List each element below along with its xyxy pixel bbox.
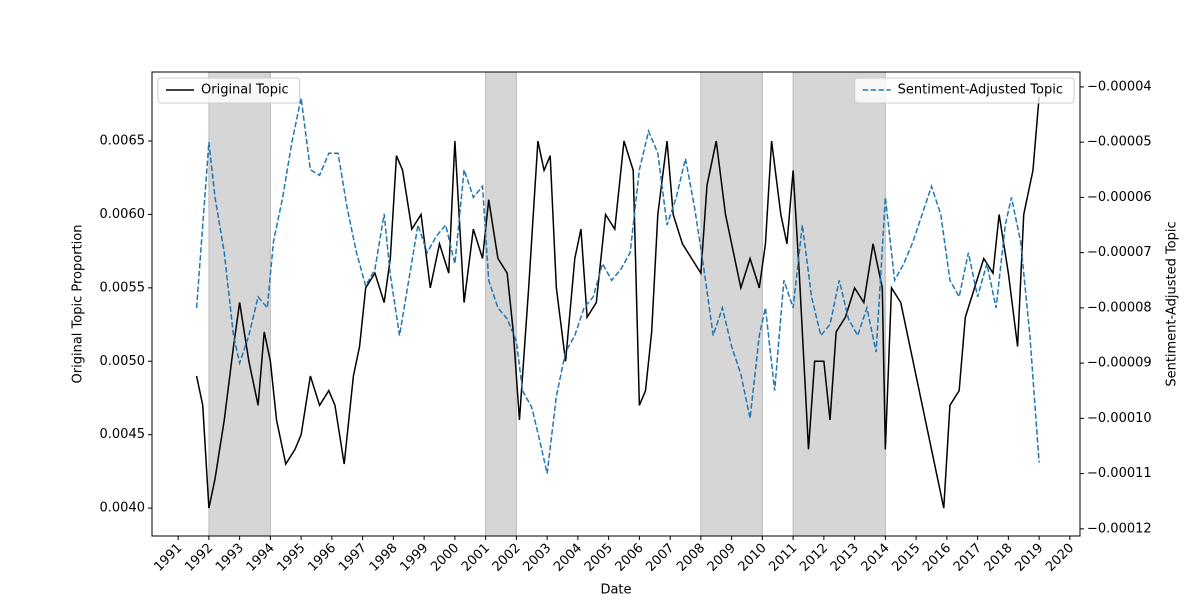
y-tick-label: 0.0060 <box>100 207 146 222</box>
x-tick-label: 1997 <box>336 541 370 575</box>
x-tick-label: 2012 <box>797 541 831 575</box>
y2-tick-label: −0.00011 <box>1087 466 1152 481</box>
x-tick-label: 2013 <box>828 541 862 575</box>
legend: Sentiment-Adjusted Topic <box>854 77 1075 104</box>
y-axis-label: Original Topic Proportion <box>71 225 86 384</box>
x-tick-label: 1994 <box>244 541 278 575</box>
shaded-period <box>700 71 763 537</box>
legend-label: Sentiment-Adjusted Topic <box>898 83 1063 98</box>
x-tick-label: 2008 <box>674 541 708 575</box>
y2-tick-label: −0.00009 <box>1087 356 1152 371</box>
x-tick-label: 2018 <box>982 541 1016 575</box>
x-tick-label: 2000 <box>428 541 462 575</box>
y2-tick-label: −0.00005 <box>1087 135 1152 150</box>
x-tick-label: 1993 <box>213 541 247 575</box>
x-tick-label: 2015 <box>889 541 923 575</box>
x-tick-label: 1992 <box>182 541 216 575</box>
y-tick-label: 0.0040 <box>100 501 146 516</box>
x-tick-label: 2009 <box>705 541 739 575</box>
legend: Original Topic <box>157 77 301 104</box>
y-tick-label: 0.0050 <box>100 354 146 369</box>
shaded-period <box>485 71 517 537</box>
x-tick-label: 2014 <box>859 541 893 575</box>
x-tick-label: 1995 <box>274 541 308 575</box>
x-tick-label: 1991 <box>151 541 185 575</box>
series-line <box>195 97 1040 474</box>
y2-tick-label: −0.00004 <box>1087 79 1152 94</box>
x-tick-label: 2019 <box>1012 541 1046 575</box>
y2-tick-label: −0.00007 <box>1087 245 1152 260</box>
legend-box <box>157 77 301 104</box>
x-tick-label: 2002 <box>490 541 524 575</box>
y2-tick-label: −0.00010 <box>1087 411 1152 426</box>
x-tick-label: 2003 <box>520 541 554 575</box>
y2-axis-label: Sentiment-Adjusted Topic <box>1165 221 1180 386</box>
x-tick-label: 2006 <box>613 541 647 575</box>
shaded-period <box>792 71 886 537</box>
x-tick-label: 2005 <box>582 541 616 575</box>
y2-tick-label: −0.00008 <box>1087 300 1152 315</box>
x-tick-label: 2004 <box>551 541 585 575</box>
y2-tick-label: −0.00012 <box>1087 521 1152 536</box>
x-tick-label: 2001 <box>459 541 493 575</box>
y-tick-label: 0.0055 <box>100 280 146 295</box>
x-tick-label: 2017 <box>951 541 985 575</box>
y-tick-label: 0.0045 <box>100 427 146 442</box>
legend-box <box>854 77 1075 104</box>
x-tick-label: 1999 <box>397 541 431 575</box>
x-tick-label: 2016 <box>920 541 954 575</box>
x-tick-label: 2020 <box>1043 541 1077 575</box>
x-tick-label: 2007 <box>643 541 677 575</box>
x-tick-label: 2011 <box>766 541 800 575</box>
x-axis-label: Date <box>600 583 631 598</box>
x-tick-label: 1998 <box>367 541 401 575</box>
x-tick-label: 2010 <box>736 541 770 575</box>
series-line <box>195 96 1040 509</box>
plot-frame <box>151 71 1081 537</box>
x-tick-label: 1996 <box>305 541 339 575</box>
legend-label: Original Topic <box>201 83 289 98</box>
y-tick-label: 0.0065 <box>100 134 146 149</box>
y2-tick-label: −0.00006 <box>1087 190 1152 205</box>
